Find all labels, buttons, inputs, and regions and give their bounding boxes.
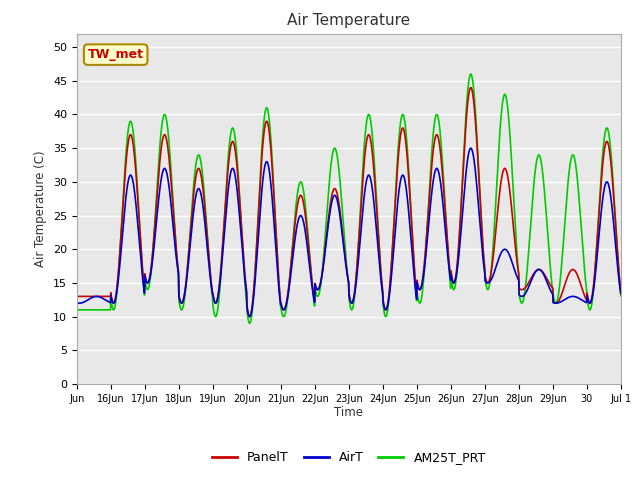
AirT — [246, 314, 253, 320]
X-axis label: Time: Time — [334, 407, 364, 420]
AM25T_PRT — [73, 307, 81, 313]
PanelT — [617, 288, 625, 293]
AirT — [467, 145, 475, 151]
PanelT — [557, 292, 565, 298]
AirT — [335, 205, 342, 211]
Line: AM25T_PRT: AM25T_PRT — [77, 74, 621, 324]
AirT — [324, 221, 332, 227]
PanelT — [324, 216, 332, 222]
PanelT — [73, 293, 81, 300]
AirT — [611, 229, 618, 235]
AM25T_PRT — [611, 200, 618, 206]
AM25T_PRT — [324, 190, 332, 195]
Legend: PanelT, AirT, AM25T_PRT: PanelT, AirT, AM25T_PRT — [207, 446, 491, 469]
AirT — [557, 299, 565, 304]
Line: AirT: AirT — [77, 148, 621, 317]
AirT — [73, 300, 81, 306]
AM25T_PRT — [335, 165, 342, 170]
PanelT — [246, 314, 253, 320]
AirT — [158, 173, 166, 179]
PanelT — [158, 141, 166, 147]
AM25T_PRT — [557, 266, 565, 272]
Text: TW_met: TW_met — [88, 48, 144, 61]
AirT — [477, 240, 485, 245]
AM25T_PRT — [617, 293, 625, 299]
AM25T_PRT — [477, 222, 485, 228]
Title: Air Temperature: Air Temperature — [287, 13, 410, 28]
PanelT — [467, 84, 475, 90]
PanelT — [477, 222, 485, 228]
PanelT — [335, 199, 342, 204]
Y-axis label: Air Temperature (C): Air Temperature (C) — [35, 151, 47, 267]
PanelT — [611, 205, 618, 211]
Line: PanelT: PanelT — [77, 87, 621, 317]
AirT — [617, 291, 625, 297]
AM25T_PRT — [246, 321, 253, 326]
AM25T_PRT — [158, 122, 166, 128]
AM25T_PRT — [467, 71, 475, 77]
